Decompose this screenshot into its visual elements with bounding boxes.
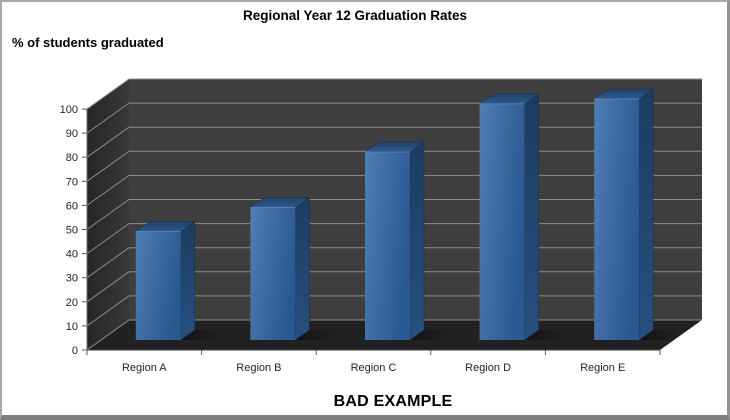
y-tick-label: 40	[66, 249, 78, 261]
chart-caption: BAD EXAMPLE	[333, 393, 453, 410]
bar-front-face	[365, 152, 410, 340]
bar-side-face	[180, 221, 196, 341]
y-tick-label: 20	[66, 297, 78, 309]
y-tick-label: 0	[72, 345, 78, 357]
bar-front-face	[479, 103, 525, 340]
chart-title: Regional Year 12 Graduation Rates	[242, 8, 468, 23]
x-category-label: Region C	[351, 362, 397, 374]
bar-side-face	[524, 93, 539, 341]
bar-front-face	[250, 207, 296, 340]
y-tick-label: 60	[66, 200, 78, 212]
bar-side-face	[409, 141, 425, 341]
bar-side-face	[638, 88, 654, 341]
x-category-label: Region A	[122, 362, 167, 374]
y-axis-title: % of students graduated	[12, 35, 164, 50]
y-tick-label: 10	[66, 321, 78, 333]
x-category-label: Region D	[465, 362, 511, 374]
y-tick-label: 80	[66, 152, 78, 164]
bar-side-face	[295, 196, 310, 341]
y-tick-label: 100	[60, 104, 78, 116]
x-category-label: Region E	[580, 362, 625, 374]
x-category-label: Region B	[236, 362, 281, 374]
gridline	[86, 78, 702, 110]
y-tick-label: 30	[66, 273, 78, 285]
y-tick-label: 50	[66, 225, 78, 237]
bar-front-face	[594, 99, 640, 340]
y-tick-label: 70	[66, 176, 78, 188]
bar-front-face	[135, 231, 181, 340]
y-tick-label: 90	[66, 128, 78, 140]
